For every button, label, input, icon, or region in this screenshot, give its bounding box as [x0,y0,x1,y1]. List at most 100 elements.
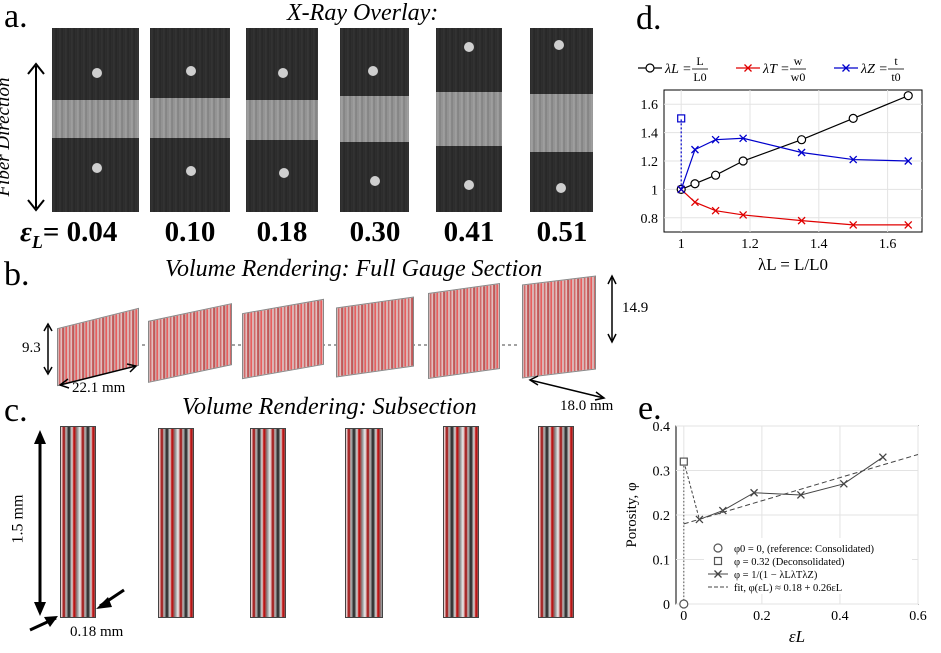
xray-strip-4 [340,28,409,212]
panel-d-letter: d. [636,0,662,37]
chart-d-data-point [848,113,858,124]
strain-value-5: 0.41 [443,216,495,248]
chart-d-legend-lhs: λZ = [860,62,888,77]
dim-subsection-height: 1.5 mm [9,494,27,544]
strain-value-1: = 0.04 [42,216,118,248]
chart-d-xtick-label: 1.6 [879,237,897,252]
strain-value-2: 0.10 [164,216,216,248]
chart-e-ylabel: Porosity, φ [624,482,640,548]
chart-d-data-point [849,155,858,164]
chart-d-legend-denominator: L0 [693,70,706,84]
chart-e-data-point [695,515,704,524]
chart-d: 1 1.2 1.4 1.6 0.8 1 1.2 1.4 1.6 λL = L/L0 λL = L L0 λ… [638,54,923,274]
chart-d-xtick-label: 1 [678,237,685,252]
chart-e-xtick-label: 0.2 [753,609,771,624]
chart-d-data-point [710,170,721,180]
xray-strip-6 [530,28,593,212]
chart-e-series-line [699,456,884,520]
chart-d-ytick-label: 1.6 [641,98,659,113]
panel-c-letter: c. [4,392,28,429]
dim-width-left: 22.1 mm [72,380,126,396]
chart-d-data-point [797,216,806,225]
strain-symbol: ε [20,216,32,248]
chart-d-xtick-label: 1.4 [810,237,828,252]
panel-a-title: X-Ray Overlay: [287,0,439,26]
chart-e-legend-label: φ = 1/(1 − λLλTλZ) [734,570,818,581]
chart-d-data-point [691,198,699,207]
chart-d-legend-numerator: w [794,54,803,68]
chart-d-data-point [738,156,748,166]
dim-width-right: 18.0 mm [560,398,614,414]
chart-d-data-point [677,114,686,123]
chart-d-legend-denominator: t0 [891,70,900,84]
subsection-prism-4 [345,428,383,618]
chart-d-legend-marker [645,63,655,73]
chart-e-xtick-label: 0.6 [909,609,927,624]
chart-e-data-point [750,488,759,497]
strain-subscript: L [31,231,43,252]
chart-e: 0 0.2 0.4 0.6 0 0.1 0.2 0.3 0.4 εL Porosity, φ φ0 =… [624,420,927,646]
subsection-prism-6 [538,426,574,618]
xray-strip-3 [246,28,318,212]
strain-value-4: 0.30 [349,216,401,248]
chart-e-legend-label: φ0 = 0, (reference: Consolidated) [734,544,874,555]
panel-e-letter: e. [638,390,662,427]
subsection-prism-3 [250,428,286,618]
chart-d-ytick-label: 1.2 [641,155,659,170]
chart-e-legend-marker [713,543,723,553]
chart-d-ytick-label: 1.4 [641,127,659,142]
chart-d-data-point [797,148,806,157]
xray-strip-1 [52,28,139,212]
strain-value-6: 0.51 [536,216,588,248]
fiber-direction-arrow [26,62,46,212]
chart-e-legend-marker [714,570,722,578]
chart-d-data-point [690,179,700,189]
chart-e-ytick-label: 0 [663,598,670,613]
chart-d-ytick-label: 0.8 [641,212,659,227]
chart-e-legend-marker [713,556,723,566]
chart-d-data-point [739,134,748,143]
chart-e-xlabel: εL [789,627,805,646]
chart-d-data-point [849,220,858,229]
xray-strip-5 [436,28,502,212]
chart-e-deconsolidated-point [679,457,688,466]
chart-d-legend-numerator: L [696,54,703,68]
xray-strip-2 [150,28,230,212]
chart-e-xtick-label: 0.4 [831,609,849,624]
chart-d-legend-numerator: t [894,54,898,68]
chart-e-ytick-label: 0.4 [653,420,671,435]
panel-c-title: Volume Rendering: Subsection [182,394,477,420]
chart-d-data-point [711,135,720,144]
chart-e-legend-label: fit, φ(εL) ≈ 0.18 + 0.26εL [734,583,842,594]
chart-d-ytick-label: 1 [651,183,658,198]
chart-d-data-point [691,145,699,154]
chart-d-data-point [711,206,720,215]
chart-d-legend-lhs: λL = [664,62,692,77]
dim-height-right: 14.9 [622,300,649,316]
chart-d-legend-marker [744,64,752,72]
chart-d-legend-marker [842,64,850,72]
chart-d-data-point [904,157,913,165]
subsection-prism-5 [443,426,479,618]
dim-height-left: 9.3 [22,340,41,356]
chart-d-legend-denominator: w0 [791,70,806,84]
chart-e-data-point [796,491,805,499]
chart-e-data-point [878,453,887,462]
chart-d-data-point [797,135,807,145]
panel-b-title: Volume Rendering: Full Gauge Section [165,256,543,282]
chart-e-consolidated-point [679,599,689,609]
chart-d-data-point [739,211,748,219]
chart-d-data-point [904,220,913,229]
chart-e-legend-label: φ = 0.32 (Deconsolidated) [734,557,845,568]
chart-e-ytick-label: 0.1 [653,554,671,569]
chart-e-ytick-label: 0.2 [653,509,671,524]
chart-e-xtick-label: 0 [680,609,687,624]
panel-b-letter: b. [4,256,30,293]
strain-value-3: 0.18 [256,216,308,248]
chart-e-data-point [839,479,848,488]
chart-e-legend-box [704,538,912,594]
chart-d-data-point [903,91,913,101]
subsection-prism-2 [158,428,194,618]
